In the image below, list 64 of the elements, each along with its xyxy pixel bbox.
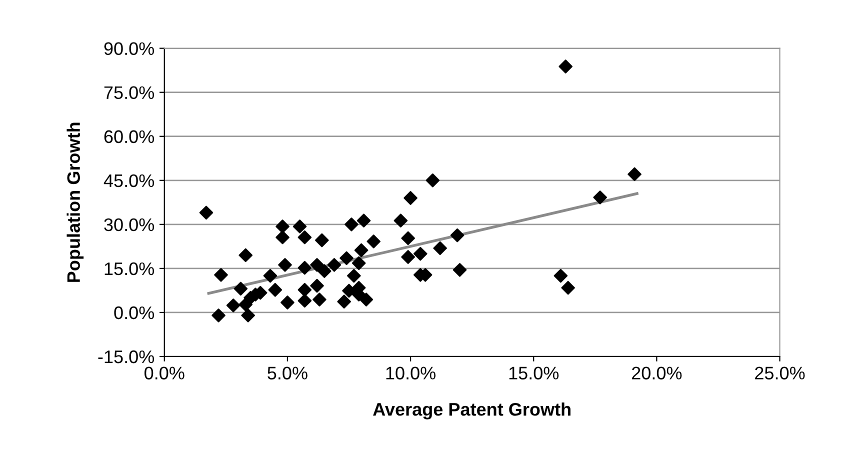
point bbox=[347, 268, 361, 283]
y-tick-label: 15.0% bbox=[104, 262, 154, 276]
point bbox=[278, 258, 292, 272]
x-tick-label: 10.0% bbox=[386, 366, 436, 380]
y-tick-label: 60.0% bbox=[104, 130, 154, 144]
y-tick-label: 45.0% bbox=[104, 174, 154, 188]
point bbox=[327, 258, 342, 272]
point bbox=[593, 190, 607, 204]
point bbox=[366, 234, 381, 248]
x-tick-label: 15.0% bbox=[509, 366, 559, 380]
x-tick-label: 5.0% bbox=[268, 366, 308, 380]
point bbox=[226, 298, 240, 312]
point bbox=[561, 280, 575, 295]
point bbox=[241, 308, 255, 322]
point bbox=[404, 191, 418, 205]
point bbox=[298, 294, 312, 308]
point bbox=[413, 246, 428, 261]
point bbox=[292, 220, 307, 234]
point bbox=[340, 251, 354, 266]
point bbox=[356, 214, 371, 228]
y-tick-label: 30.0% bbox=[104, 218, 154, 232]
point bbox=[268, 282, 282, 297]
point bbox=[344, 218, 358, 232]
point bbox=[558, 60, 573, 74]
x-tick-label: 25.0% bbox=[755, 366, 805, 380]
point bbox=[298, 282, 312, 297]
point bbox=[199, 206, 214, 220]
x-tick-label: 0.0% bbox=[144, 366, 184, 380]
y-tick-label: -15.0% bbox=[98, 350, 154, 364]
point bbox=[276, 230, 290, 244]
point bbox=[310, 278, 324, 293]
point bbox=[214, 268, 228, 282]
point bbox=[337, 294, 351, 309]
point bbox=[342, 284, 356, 298]
point bbox=[354, 243, 368, 258]
point bbox=[452, 263, 467, 277]
point bbox=[401, 250, 415, 264]
y-tick-label: 0.0% bbox=[114, 306, 154, 320]
point bbox=[554, 268, 568, 283]
point bbox=[310, 258, 324, 272]
point bbox=[315, 233, 329, 248]
point bbox=[263, 268, 278, 283]
point bbox=[280, 296, 294, 310]
point bbox=[212, 308, 226, 322]
point bbox=[352, 256, 366, 270]
point bbox=[394, 214, 408, 228]
point bbox=[317, 264, 332, 278]
point bbox=[276, 220, 290, 234]
point bbox=[628, 167, 642, 182]
point bbox=[298, 260, 312, 275]
point bbox=[433, 241, 447, 256]
point bbox=[359, 292, 374, 306]
point bbox=[450, 228, 464, 242]
y-axis-title: Population Growth bbox=[66, 122, 84, 282]
y-tick-label: 75.0% bbox=[104, 86, 154, 100]
x-tick-label: 20.0% bbox=[632, 366, 682, 380]
point bbox=[234, 282, 248, 296]
point bbox=[298, 230, 312, 244]
point bbox=[426, 173, 440, 188]
point bbox=[312, 292, 326, 306]
x-axis-title: Average Patent Growth bbox=[373, 402, 570, 420]
point bbox=[238, 248, 253, 262]
y-tick-label: 90.0% bbox=[104, 42, 154, 56]
point bbox=[401, 231, 415, 246]
